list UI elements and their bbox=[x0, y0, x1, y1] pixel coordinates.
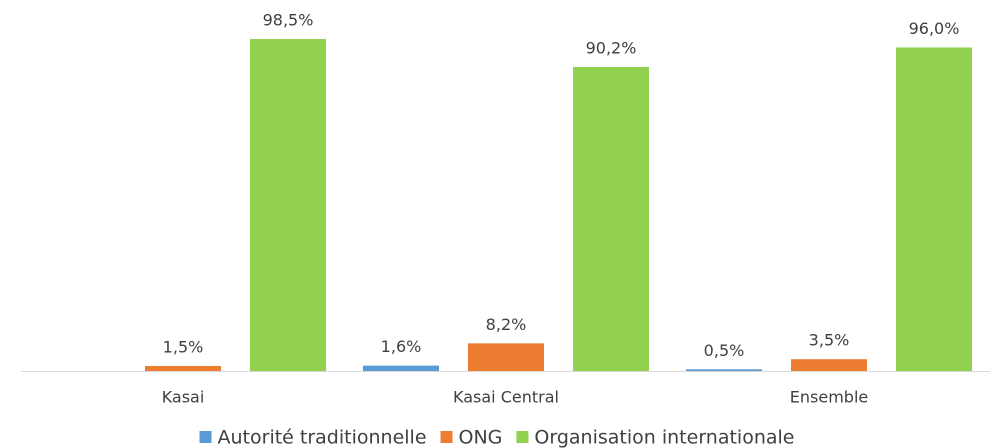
x-tick-label: Ensemble bbox=[790, 388, 868, 407]
x-tick-label: Kasai Central bbox=[453, 388, 559, 407]
data-label: 0,5% bbox=[704, 341, 745, 360]
legend-swatch bbox=[199, 431, 212, 443]
bar bbox=[896, 47, 972, 371]
bar bbox=[686, 369, 762, 371]
data-label: 8,2% bbox=[486, 315, 527, 334]
data-label: 1,6% bbox=[381, 337, 422, 356]
legend-swatch bbox=[516, 431, 529, 443]
legend-label: Organisation internationale bbox=[534, 427, 794, 448]
bar bbox=[250, 39, 326, 372]
data-label: 1,5% bbox=[163, 337, 204, 356]
legend-swatch bbox=[440, 431, 453, 443]
data-label: 96,0% bbox=[909, 19, 960, 38]
bar bbox=[363, 365, 439, 371]
legend-label: Autorité traditionnelle bbox=[218, 427, 427, 448]
data-label: 90,2% bbox=[586, 39, 637, 58]
legend-label: ONG bbox=[459, 427, 503, 448]
bar bbox=[145, 365, 221, 371]
data-label: 98,5% bbox=[263, 11, 314, 30]
data-label: 3,5% bbox=[809, 331, 850, 350]
x-tick-label: Kasai bbox=[162, 388, 205, 407]
bar bbox=[791, 359, 867, 371]
bar bbox=[468, 343, 544, 371]
bar bbox=[573, 67, 649, 371]
